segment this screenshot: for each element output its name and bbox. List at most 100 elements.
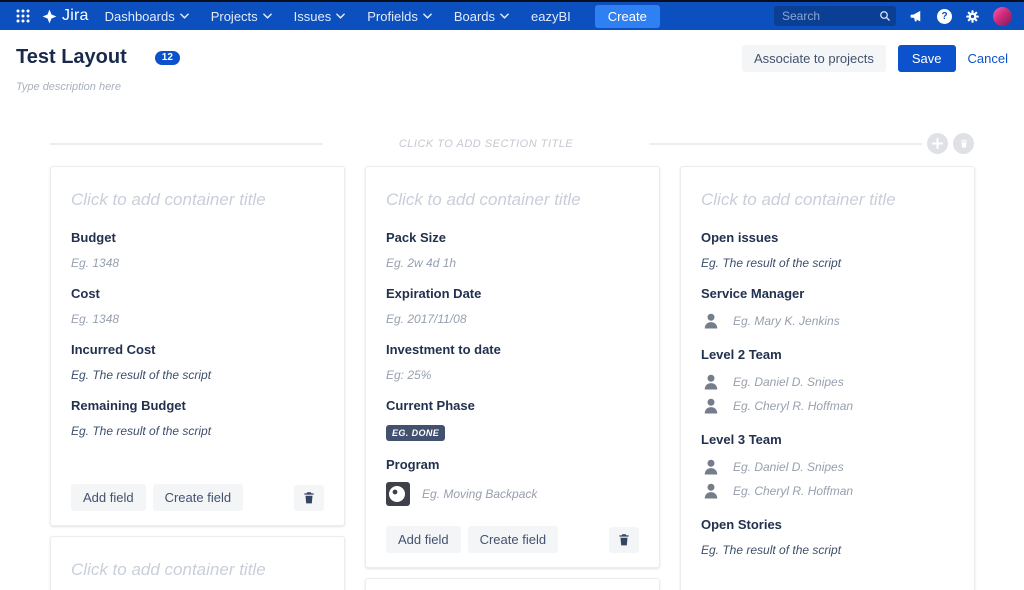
cancel-link[interactable]: Cancel [967, 51, 1008, 66]
nav-item-label: Dashboards [104, 8, 175, 24]
user-example-row: Eg. Cheryl R. Hoffman [701, 481, 954, 501]
search-icon [879, 10, 891, 22]
user-example-name: Eg. Cheryl R. Hoffman [733, 484, 854, 498]
layout-field-budget[interactable]: Budget Eg. 1348 [71, 230, 324, 270]
user-example-name: Eg. Daniel D. Snipes [733, 460, 844, 474]
user-silhouette-icon [704, 483, 718, 499]
user-example-name: Eg. Daniel D. Snipes [733, 375, 844, 389]
search-input[interactable] [774, 6, 896, 26]
container-footer: Add field Create field [386, 508, 639, 553]
jira-logo-text: Jira [62, 7, 89, 24]
add-field-button[interactable]: Add field [386, 526, 461, 553]
section-divider-left [50, 142, 323, 145]
layout-field-level-2-team[interactable]: Level 2 Team Eg. Daniel D. Snipes Eg. Cher… [701, 347, 954, 416]
nav-item-dashboards[interactable]: Dashboards [105, 9, 189, 24]
container-card: Click to add container title [365, 578, 660, 590]
field-count-badge: 12 [154, 50, 180, 65]
chevron-down-icon [262, 13, 272, 19]
container-title-placeholder[interactable]: Click to add container title [71, 190, 266, 209]
nav-item-profields[interactable]: Profields [367, 9, 432, 24]
associate-to-projects-button[interactable]: Associate to projects [741, 45, 886, 72]
main-navigation: Dashboards Projects Issues Profields Boards e… [105, 9, 571, 24]
layout-field-service-manager[interactable]: Service Manager Eg. Mary K. Jenkins [701, 286, 954, 331]
announcement-icon[interactable] [909, 9, 924, 24]
layout-field-open-issues[interactable]: Open issues Eg. The result of the script [701, 230, 954, 270]
container-title-placeholder[interactable]: Click to add container title [71, 560, 266, 579]
layout-field-cost[interactable]: Cost Eg. 1348 [71, 286, 324, 326]
add-section-button[interactable] [927, 133, 949, 154]
layout-field-open-stories[interactable]: Open Stories Eg. The result of the script [701, 517, 954, 557]
create-field-button[interactable]: Create field [152, 484, 244, 511]
create-button[interactable]: Create [594, 4, 660, 28]
layout-column-3: Click to add container title Open issues E… [680, 166, 975, 590]
nav-item-label: Boards [453, 8, 496, 24]
field-example: Eg. 1348 [71, 256, 120, 270]
jira-logo[interactable]: Jira [42, 7, 89, 25]
field-label: Current Phase [386, 398, 475, 413]
layout-field-level-3-team[interactable]: Level 3 Team Eg. Daniel D. Snipes Eg. Cher… [701, 432, 954, 501]
field-example: Eg. 1348 [71, 312, 120, 326]
layout-column-1: Click to add container title Budget Eg. 13… [50, 166, 345, 590]
container-card: Click to add container title Pack Size Eg.… [365, 166, 660, 568]
page-header: Test Layout 12 Type description here Ass… [0, 30, 1024, 93]
delete-container-button[interactable] [609, 526, 639, 553]
layout-field-program[interactable]: Program Eg. Moving Backpack [386, 457, 639, 506]
page-title[interactable]: Test Layout [16, 46, 127, 68]
save-button[interactable]: Save [897, 45, 956, 72]
add-field-button[interactable]: Add field [71, 484, 146, 511]
nav-item-issues[interactable]: Issues [294, 9, 346, 24]
user-example-row: Eg. Daniel D. Snipes [701, 372, 954, 392]
container-title-placeholder[interactable]: Click to add container title [701, 190, 896, 209]
description-placeholder[interactable]: Type description here [16, 81, 121, 93]
settings-gear-icon[interactable] [965, 9, 980, 24]
field-example-script: Eg. The result of the script [71, 424, 212, 438]
field-label: Service Manager [701, 286, 805, 301]
container-footer: Add field Create field [71, 466, 324, 511]
section-divider-right [649, 142, 923, 145]
user-example-name: Eg. Mary K. Jenkins [733, 314, 840, 328]
container-card: Click to add container title [50, 536, 345, 590]
container-title-placeholder[interactable]: Click to add container title [386, 190, 581, 209]
user-example-row: Eg. Mary K. Jenkins [701, 311, 954, 331]
layout-field-incurred-cost[interactable]: Incurred Cost Eg. The result of the scrip… [71, 342, 324, 382]
section-title-placeholder[interactable]: CLICK TO ADD SECTION TITLE [398, 137, 574, 150]
status-example-badge: EG. DONE [386, 425, 446, 441]
help-icon[interactable]: ? [937, 8, 952, 24]
trash-icon [960, 139, 967, 148]
field-example: Eg: 25% [386, 368, 432, 382]
user-avatar[interactable] [993, 6, 1012, 26]
field-label: Open issues [701, 230, 779, 245]
project-avatar-icon [386, 482, 410, 506]
delete-container-button[interactable] [294, 484, 324, 511]
container-card: Click to add container title Budget Eg. 13… [50, 166, 345, 526]
field-label: Level 3 Team [701, 432, 782, 447]
layout-field-investment-to-date[interactable]: Investment to date Eg: 25% [386, 342, 639, 382]
layout-field-remaining-budget[interactable]: Remaining Budget Eg. The result of the sc… [71, 398, 324, 438]
field-example-script: Eg. The result of the script [71, 368, 212, 382]
layout-field-current-phase[interactable]: Current Phase EG. DONE [386, 398, 639, 441]
field-example: Eg. Moving Backpack [422, 487, 538, 501]
field-example: Eg. 2017/11/08 [386, 312, 467, 326]
delete-section-button[interactable] [953, 133, 975, 154]
layout-column-2: Click to add container title Pack Size Eg.… [365, 166, 660, 590]
create-field-button[interactable]: Create field [467, 526, 559, 553]
user-silhouette-icon [704, 398, 718, 414]
field-label: Incurred Cost [71, 342, 156, 357]
field-example: Eg. 2w 4d 1h [386, 256, 457, 270]
search-box [774, 6, 896, 26]
nav-item-label: Projects [210, 8, 258, 24]
nav-item-boards[interactable]: Boards [454, 9, 509, 24]
section-header: CLICK TO ADD SECTION TITLE [0, 133, 1024, 154]
field-label: Expiration Date [386, 286, 482, 301]
top-navbar: Jira Dashboards Projects Issues Profields Bo… [0, 2, 1024, 30]
trash-icon [304, 492, 314, 504]
nav-item-label: eazyBI [531, 8, 571, 24]
layout-field-expiration-date[interactable]: Expiration Date Eg. 2017/11/08 [386, 286, 639, 326]
nav-item-projects[interactable]: Projects [211, 9, 272, 24]
nav-item-label: Profields [367, 8, 418, 24]
chevron-down-icon [336, 13, 346, 19]
layout-field-pack-size[interactable]: Pack Size Eg. 2w 4d 1h [386, 230, 639, 270]
app-switcher-icon[interactable] [12, 9, 34, 23]
nav-item-eazybi[interactable]: eazyBI [531, 9, 571, 24]
chevron-down-icon [179, 13, 189, 19]
